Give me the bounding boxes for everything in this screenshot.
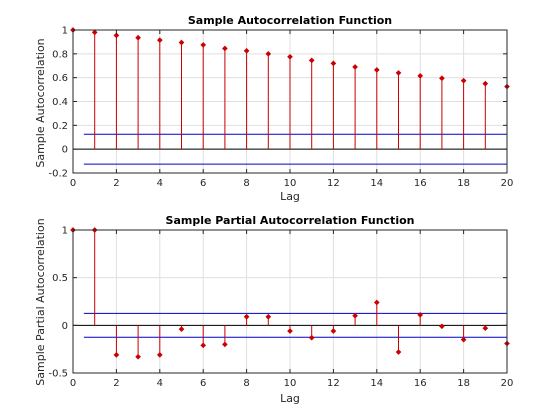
pacf-xtick-label: 4: [157, 378, 163, 389]
acf-xlabel: Lag: [280, 190, 300, 203]
acf-xtick-label: 10: [284, 178, 297, 189]
acf-marker: [482, 80, 489, 87]
acf-marker: [439, 75, 445, 82]
acf-ytick-label: 1: [62, 26, 68, 37]
pacf-xtick-label: 16: [414, 378, 427, 389]
pacf-marker: [439, 323, 445, 330]
pacf-xtick-label: 20: [501, 378, 514, 389]
acf-ytick-label: -0.2: [48, 169, 68, 180]
pacf-marker: [373, 299, 380, 306]
acf-title: Sample Autocorrelation Function: [188, 14, 392, 27]
pacf-xtick-label: 12: [327, 378, 340, 389]
acf-ytick-label: 0.4: [52, 97, 68, 108]
acf-xtick-label: 0: [70, 178, 76, 189]
acf-xtick-label: 14: [370, 178, 383, 189]
acf-xtick-label: 16: [414, 178, 427, 189]
pacf-xtick-label: 10: [284, 378, 297, 389]
pacf-xtick-label: 0: [70, 378, 76, 389]
acf-marker: [373, 67, 380, 73]
pacf-marker: [417, 312, 424, 318]
acf-ylabel: Sample Autocorrelation: [34, 38, 47, 167]
pacf-marker: [330, 328, 337, 334]
pacf-xlabel: Lag: [280, 392, 300, 405]
acf-xtick-label: 8: [243, 178, 249, 189]
acf-marker: [395, 70, 402, 76]
acf-marker: [460, 77, 467, 84]
acf-marker: [352, 64, 358, 70]
pacf-xtick-label: 2: [113, 378, 119, 389]
pacf-marker: [482, 325, 489, 332]
pacf-plot: 0 2 4 6 8 10 12 14 16 18 20-0.500.51 Sample Partia…: [34, 214, 513, 405]
acf-ytick-label: 0.6: [52, 73, 68, 84]
pacf-marker: [287, 328, 293, 334]
pacf-xtick-label: 14: [370, 378, 383, 389]
acf-marker: [417, 73, 424, 79]
pacf-ylabel: Sample Partial Autocorrelation: [34, 218, 47, 385]
acf-ytick-label: 0.2: [52, 121, 68, 132]
pacf-marker: [395, 349, 402, 355]
pacf-marker: [113, 352, 120, 358]
pacf-marker: [135, 353, 141, 360]
pacf-ytick-label: 1: [62, 226, 68, 237]
acf-plot-area: 0 2 4 6 8 10 12 14 16 18 20-0.200.20.40.60.81: [48, 26, 513, 190]
pacf-title: Sample Partial Autocorrelation Function: [166, 214, 415, 227]
pacf-plot-area: 0 2 4 6 8 10 12 14 16 18 20-0.500.51: [48, 226, 513, 390]
pacf-marker: [308, 334, 315, 341]
pacf-xtick-label: 18: [457, 378, 470, 389]
acf-xtick-label: 20: [501, 178, 514, 189]
acf-plot: 0 2 4 6 8 10 12 14 16 18 20-0.200.20.40.60.81 Samp…: [34, 14, 513, 203]
pacf-marker: [156, 352, 163, 358]
acf-xtick-label: 4: [157, 178, 163, 189]
pacf-ytick-label: 0: [62, 321, 68, 332]
acf-ytick-label: 0: [62, 145, 68, 156]
pacf-marker: [352, 312, 358, 319]
acf-xtick-label: 12: [327, 178, 340, 189]
pacf-xtick-label: 6: [200, 378, 206, 389]
acf-xtick-label: 6: [200, 178, 206, 189]
pacf-xtick-label: 8: [243, 378, 249, 389]
acf-xtick-label: 2: [113, 178, 119, 189]
pacf-ytick-label: -0.5: [48, 369, 68, 380]
pacf-marker: [265, 313, 272, 320]
acf-xtick-label: 18: [457, 178, 470, 189]
pacf-marker: [460, 336, 467, 343]
pacf-ytick-label: 0.5: [52, 273, 68, 284]
pacf-marker: [222, 341, 228, 348]
pacf-marker: [178, 326, 185, 332]
pacf-marker: [243, 313, 250, 320]
acf-ytick-label: 0.8: [52, 49, 68, 60]
pacf-marker: [200, 342, 207, 349]
